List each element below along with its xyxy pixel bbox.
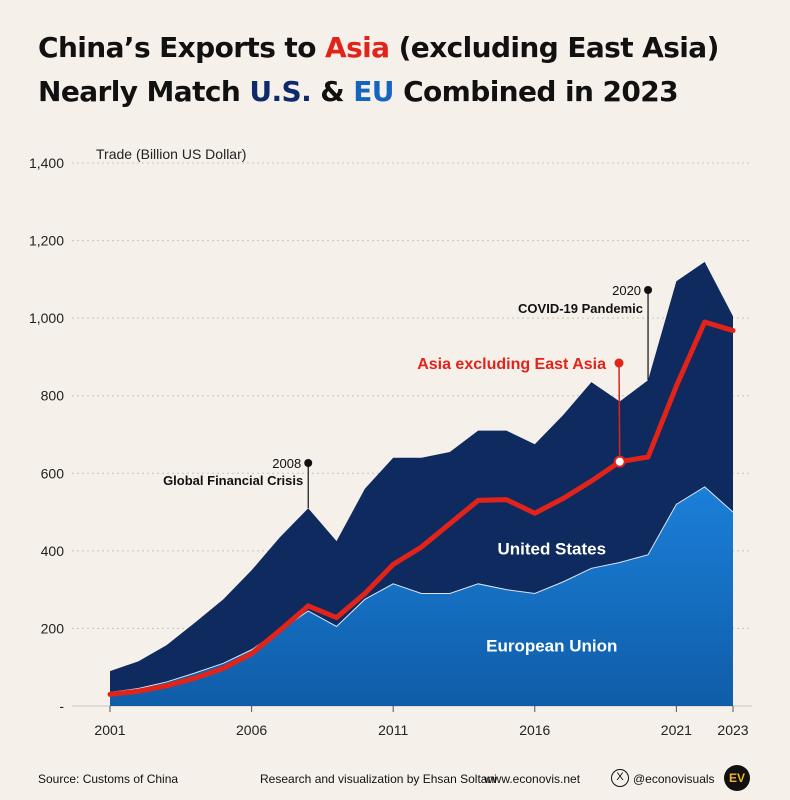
title-asia: Asia: [325, 31, 390, 64]
title-us: U.S.: [249, 75, 312, 108]
title-text: Combined in 2023: [393, 75, 679, 108]
source-note: Source: Customs of China: [38, 772, 179, 786]
y-tick-label: 200: [41, 620, 65, 636]
x-tick-label: 2021: [661, 722, 692, 738]
x-tick-label: 2001: [94, 722, 125, 738]
y-tick-label: 600: [41, 465, 65, 481]
econovis-logo: EV: [724, 765, 750, 791]
y-tick-label: 1,400: [29, 155, 64, 171]
website-link[interactable]: www.econovis.net: [484, 772, 581, 786]
y-tick-label: 800: [41, 388, 65, 404]
annotation-text-2008: Global Financial Crisis: [163, 473, 303, 488]
y-axis-label: Trade (Billion US Dollar): [96, 146, 246, 162]
title-line-2: Nearly Match U.S. & EU Combined in 2023: [38, 75, 679, 108]
y-tick-label: 400: [41, 543, 65, 559]
area-chart: - 200 400 600 800 1,000 1,200 1,400 Trade (Billi…: [29, 146, 752, 738]
title-eu: EU: [353, 75, 394, 108]
asia-label-dot: [614, 358, 624, 368]
x-tick-label: 2016: [519, 722, 550, 738]
y-tick-label: 1,200: [29, 233, 64, 249]
asia-label-connector: [618, 362, 621, 462]
x-tick-label: 2023: [717, 722, 748, 738]
annotation-year-2020: 2020: [612, 283, 641, 298]
title-text: Nearly Match: [38, 75, 250, 108]
title-text: China’s Exports to: [38, 31, 326, 64]
asia-marker: [613, 455, 626, 468]
title-line-1: China’s Exports to Asia (excluding East …: [38, 31, 719, 64]
annotation-dot-2020: [644, 286, 653, 294]
us-area: [110, 261, 733, 693]
x-tick-label: 2011: [378, 722, 408, 738]
eu-boundary-line: [109, 486, 734, 693]
title-text: (excluding East Asia): [389, 31, 720, 64]
annotation-dot-2008: [304, 459, 313, 467]
us-series-label: United States: [497, 540, 606, 559]
credit-note: Research and visualization by Ehsan Solt…: [260, 772, 497, 786]
annotation-year-2008: 2008: [272, 456, 301, 471]
eu-series-label: European Union: [486, 637, 617, 656]
x-tick-label: 2006: [236, 722, 267, 738]
annotation-text-2020: COVID-19 Pandemic: [518, 301, 643, 316]
asia-series-label: Asia excluding East Asia: [417, 356, 606, 373]
y-tick-label: -: [59, 698, 64, 714]
y-tick-label: 1,000: [29, 310, 64, 326]
x-logo-icon: X: [611, 769, 629, 787]
social-handle[interactable]: @econovisuals: [633, 772, 715, 786]
chart-title: China’s Exports to Asia (excluding East …: [38, 26, 719, 114]
eu-area: [110, 486, 733, 706]
asia-line: [107, 319, 736, 697]
title-text: &: [311, 75, 354, 108]
